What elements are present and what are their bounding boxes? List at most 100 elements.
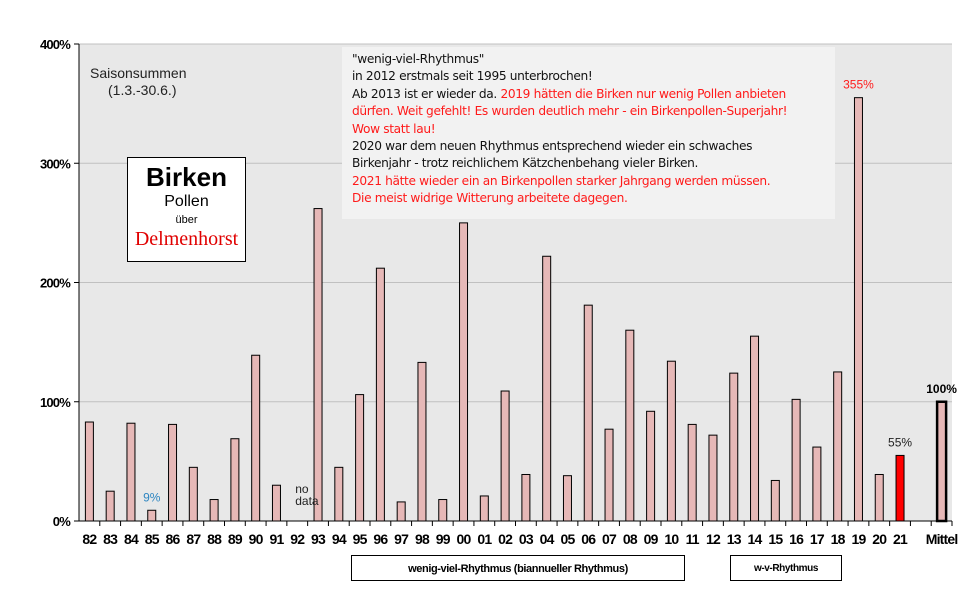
bar-09 (646, 410, 656, 522)
note-line: "wenig-viel-Rhythmus" (352, 52, 484, 66)
x-tick-label: 16 (789, 531, 804, 547)
note-line: dürfen. Weit gefehlt! Es wurden deutlich… (352, 104, 788, 119)
x-tick-label: 98 (415, 531, 430, 547)
bar-07 (604, 428, 614, 522)
bar-84 (126, 422, 136, 522)
bar-93 (313, 208, 323, 522)
x-tick-label: 07 (602, 531, 617, 547)
x-tick-label: 83 (103, 531, 118, 547)
season-label: Saisonsummen (1.3.-30.6.) (90, 65, 187, 99)
data-label-no-data: data (295, 494, 319, 508)
title-pollen: Pollen (164, 193, 209, 210)
x-tick-label: 02 (498, 531, 513, 547)
rhythm-box-biannual: wenig-viel-Rhythmus (biannueller Rhythmu… (351, 555, 685, 581)
bar-87 (188, 466, 198, 522)
bar-14 (750, 335, 760, 522)
bar-17 (812, 446, 822, 522)
title-birken: Birken (146, 162, 227, 192)
note-text-red: 2019 hätten die Birken nur wenig Pollen … (500, 86, 786, 101)
x-tick-label: 91 (269, 531, 284, 547)
bar-13 (729, 372, 739, 522)
x-tick-label: 10 (664, 531, 679, 547)
bar-96 (375, 267, 385, 522)
x-tick-label: 12 (706, 531, 721, 547)
rhythm-box-wv: w-v-Rhythmus (730, 555, 842, 581)
y-tick-label: 400% (40, 37, 71, 52)
bar-97 (396, 501, 406, 522)
note-line: in 2012 erstmals seit 1995 unterbrochen! (352, 69, 593, 84)
x-tick-label: 09 (644, 531, 659, 547)
data-label: 355% (843, 78, 874, 92)
x-tick-label: 93 (311, 531, 326, 547)
bar-06 (583, 304, 593, 522)
season-range: (1.3.-30.6.) (108, 82, 177, 98)
x-tick-label: 05 (560, 531, 575, 547)
x-tick-label: 11 (686, 531, 700, 547)
data-label: 100% (926, 382, 957, 396)
x-tick-label: 13 (727, 531, 742, 547)
bar-00 (459, 222, 469, 522)
data-label: 9% (143, 490, 161, 504)
x-tick-label: 85 (145, 531, 160, 547)
y-tick-label: 300% (40, 156, 71, 171)
bar-04 (542, 255, 552, 522)
bar-20 (874, 473, 884, 522)
bar-01 (479, 495, 489, 522)
bar-02 (500, 390, 510, 522)
x-tick-label: 86 (166, 531, 181, 547)
title-location: Delmenhorst (134, 228, 239, 250)
x-tick-label: 88 (207, 531, 222, 547)
bar-86 (168, 423, 178, 522)
title-box: Birken Pollen über Delmenhorst (127, 157, 246, 262)
x-tick-label: 08 (623, 531, 638, 547)
note-line: 2020 war dem neuen Rhythmus entsprechend… (352, 139, 753, 154)
bar-05 (562, 475, 572, 522)
bar-08 (625, 329, 635, 522)
note-line: 2021 hätte wieder ein an Birkenpollen st… (352, 173, 771, 188)
bar-89 (230, 438, 240, 522)
x-tick-label: 15 (768, 531, 783, 547)
bar-12 (708, 434, 718, 522)
data-label: 55% (888, 435, 912, 449)
x-tick-label: 18 (831, 531, 846, 547)
bar-99 (438, 499, 448, 522)
x-tick-label: 89 (228, 531, 243, 547)
x-tick-label: 99 (436, 531, 451, 547)
x-tick-label: 14 (748, 531, 763, 547)
annotation-note: "wenig-viel-Rhythmus" in 2012 erstmals s… (342, 47, 835, 219)
x-tick-label: 87 (186, 531, 201, 547)
note-line: Ab 2013 ist er wieder da. 2019 hätten di… (352, 86, 835, 103)
bar-11 (687, 423, 697, 522)
x-tick-label: 03 (519, 531, 534, 547)
bar-95 (355, 394, 365, 522)
bar-88 (209, 499, 219, 522)
x-tick-label: 04 (540, 531, 555, 547)
x-tick-label: 90 (249, 531, 264, 547)
x-tick-label: 82 (82, 531, 97, 547)
x-tick-label: 20 (872, 531, 887, 547)
note-line: Wow statt lau! (352, 121, 436, 136)
x-tick-label: 19 (851, 531, 866, 547)
bar-85 (147, 509, 157, 522)
bar-19 (853, 97, 863, 522)
x-tick-label: 94 (332, 531, 347, 547)
x-tick-label: 97 (394, 531, 409, 547)
bar-Mittel (935, 400, 948, 523)
bar-03 (521, 473, 531, 522)
x-tick-label: 06 (581, 531, 596, 547)
x-tick-label: 01 (477, 531, 492, 547)
bar-91 (271, 484, 281, 522)
bar-18 (833, 371, 843, 522)
x-tick-label: 84 (124, 531, 139, 547)
bar-83 (105, 490, 115, 522)
bar-94 (334, 466, 344, 522)
bar-21 (895, 454, 905, 522)
note-text: Ab 2013 ist er wieder da. (352, 86, 501, 101)
title-ueber: über (175, 214, 198, 226)
data-label-no-data: no (295, 482, 309, 496)
x-tick-label: 17 (810, 531, 825, 547)
season-title: Saisonsummen (90, 65, 187, 81)
x-tick-label: 96 (373, 531, 388, 547)
x-tick-label: Mittel (926, 531, 958, 547)
note-line: Birkenjahr - trotz reichlichem Kätzchenb… (352, 156, 699, 171)
